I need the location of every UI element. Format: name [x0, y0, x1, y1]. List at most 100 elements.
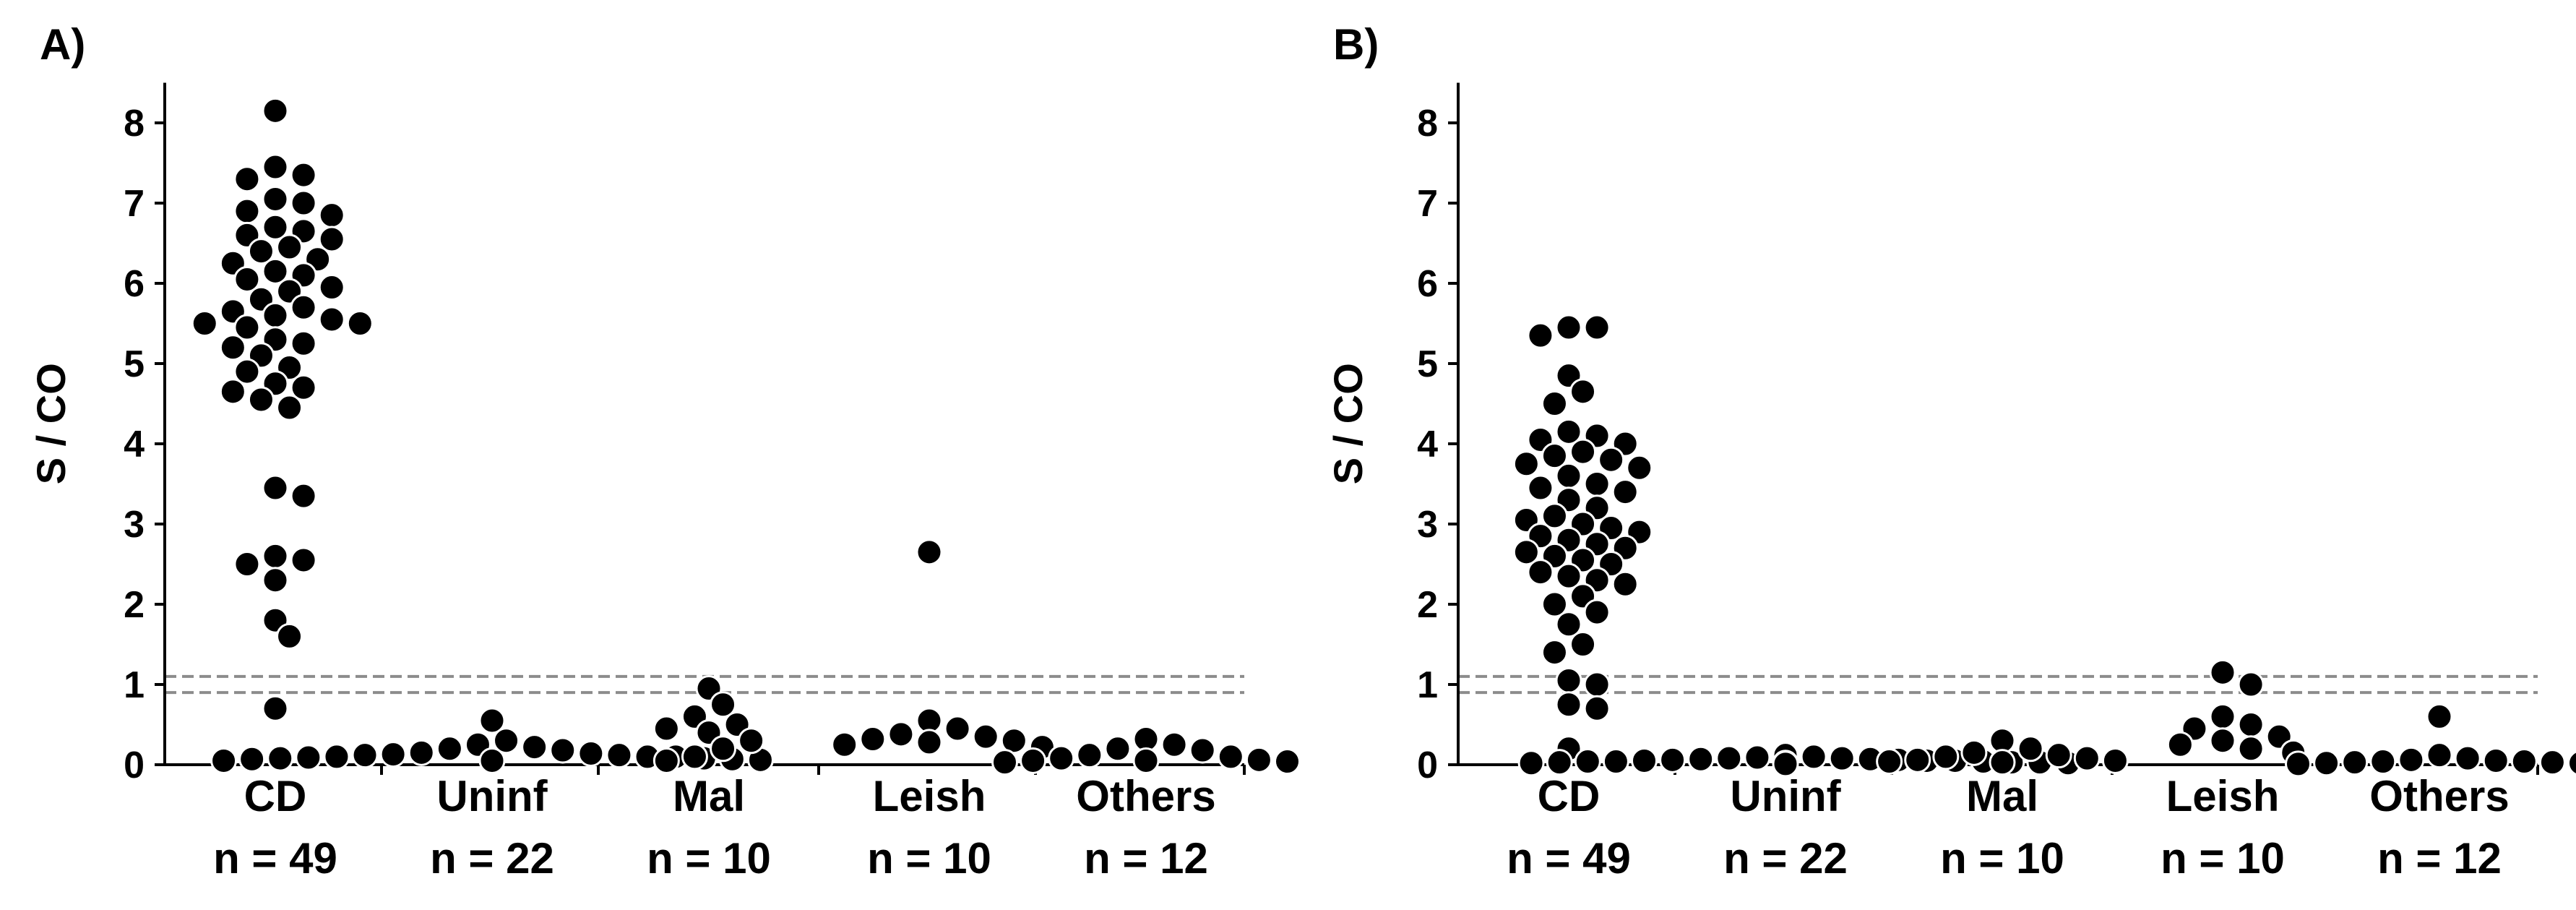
data-point: [1598, 446, 1625, 473]
data-point: [1583, 598, 1611, 626]
y-tick-label: 5: [1417, 343, 1438, 385]
data-point: [2398, 746, 2425, 773]
data-point: [1020, 747, 1047, 774]
data-point: [2237, 735, 2265, 763]
category-n-label: n = 49: [1507, 834, 1631, 883]
data-point: [1541, 639, 1568, 666]
category-n-label: n = 10: [647, 834, 771, 883]
data-point: [1744, 744, 1771, 771]
data-point: [1274, 748, 1301, 776]
data-point: [1611, 570, 1639, 598]
data-point: [1555, 314, 1582, 341]
data-point: [276, 394, 303, 421]
data-point: [290, 374, 317, 401]
data-point: [493, 727, 520, 755]
data-point: [1546, 749, 1573, 776]
data-point: [1602, 748, 1629, 776]
y-tick-label: 2: [1417, 584, 1438, 626]
data-point: [2313, 750, 2340, 777]
data-point: [1048, 744, 1075, 772]
data-point: [2209, 703, 2236, 730]
data-point: [1611, 478, 1639, 506]
data-point: [1687, 745, 1715, 773]
data-point: [944, 715, 971, 742]
data-point: [233, 314, 261, 341]
data-point: [233, 197, 261, 225]
data-point: [859, 725, 887, 752]
y-tick-label: 8: [124, 103, 145, 145]
category-label-uninf: Uninf: [436, 772, 548, 820]
data-point: [262, 97, 289, 124]
data-point: [1569, 378, 1597, 405]
data-point: [1932, 743, 1960, 771]
panel-label: B): [1333, 20, 1379, 69]
y-tick-label: 1: [1417, 664, 1438, 706]
data-point: [1541, 442, 1568, 470]
data-point: [1217, 743, 1244, 771]
data-point: [262, 695, 289, 722]
data-point: [276, 233, 303, 261]
data-point: [290, 546, 317, 574]
data-point: [247, 238, 275, 265]
data-point: [262, 567, 289, 594]
data-point: [2101, 747, 2129, 774]
data-point: [478, 747, 506, 774]
data-point: [1583, 471, 1611, 497]
y-axis-title: S / CO: [28, 363, 74, 484]
data-point: [2045, 742, 2072, 769]
data-point: [1989, 749, 2016, 776]
data-point: [1512, 450, 1540, 478]
data-point: [2341, 749, 2369, 776]
data-point: [1527, 474, 1554, 502]
data-point: [295, 744, 322, 771]
category-label-mal: Mal: [673, 772, 745, 820]
data-point: [233, 265, 261, 293]
data-point: [1659, 746, 1687, 773]
data-point: [1583, 695, 1611, 722]
data-point: [247, 386, 275, 413]
category-label-cd: CD: [244, 772, 307, 820]
data-point: [1104, 735, 1132, 763]
data-point: [351, 742, 379, 769]
data-point: [2454, 744, 2481, 772]
data-point: [2482, 747, 2510, 774]
data-point: [1076, 742, 1103, 769]
category-n-label: n = 10: [2161, 834, 2285, 883]
data-point: [831, 731, 858, 758]
category-label-others: Others: [1076, 772, 1215, 820]
data-point: [2237, 671, 2265, 698]
category-n-label: n = 10: [867, 834, 991, 883]
y-tick-label: 3: [124, 504, 145, 546]
data-point: [1583, 314, 1611, 341]
data-point: [1772, 750, 1799, 778]
data-point: [2073, 744, 2101, 772]
y-tick-label: 1: [124, 664, 145, 706]
data-point: [972, 723, 999, 750]
y-tick-label: 8: [1417, 103, 1438, 145]
data-point: [2017, 735, 2044, 763]
data-point: [2209, 727, 2236, 755]
y-tick-label: 7: [124, 183, 145, 225]
category-label-others: Others: [2369, 772, 2509, 820]
data-point: [290, 330, 317, 357]
data-point: [318, 226, 345, 253]
y-tick-label: 0: [124, 744, 145, 786]
y-tick-label: 4: [124, 424, 145, 465]
data-point: [290, 293, 317, 321]
category-n-label: n = 12: [2377, 834, 2502, 883]
data-point: [191, 310, 218, 337]
data-point: [267, 744, 294, 772]
data-point: [710, 691, 737, 718]
chart-panel-1: A) S / CO 0 1 2 3 4 5 6 7 8 CD n = 49 Uninf n = 22 Mal n…: [28, 20, 1301, 883]
data-point: [436, 735, 463, 763]
data-point: [262, 213, 289, 241]
data-point: [1189, 737, 1216, 764]
data-point: [916, 538, 943, 566]
data-point: [1555, 562, 1582, 590]
category-n-label: n = 10: [1940, 834, 2064, 883]
category-label-mal: Mal: [1966, 772, 2038, 820]
data-point: [262, 185, 289, 213]
data-point: [1569, 438, 1597, 465]
data-point: [290, 161, 317, 189]
data-point: [318, 274, 345, 301]
